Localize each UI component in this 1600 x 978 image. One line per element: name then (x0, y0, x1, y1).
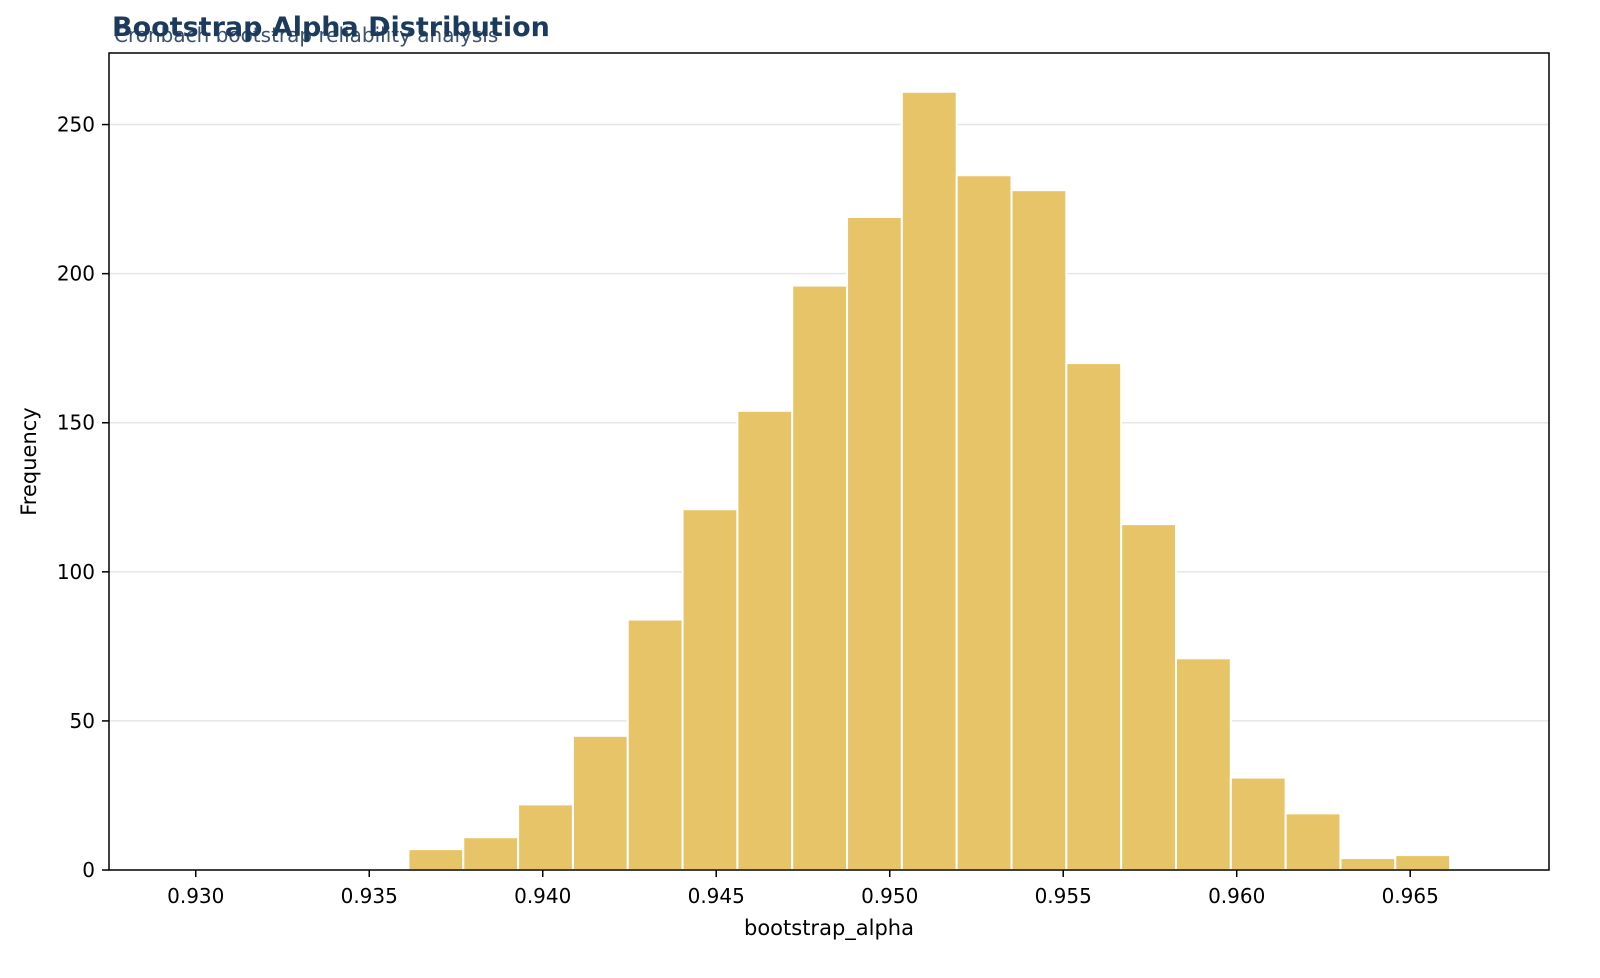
histogram-bar (681, 508, 739, 871)
x-axis: 0.930 0.935 0.940 0.945 0.950 0.955 0.960 0.965 (167, 870, 1439, 908)
x-tick-label: 0.960 (1208, 884, 1265, 908)
plot-frame (108, 52, 1550, 871)
histogram-bar (791, 284, 849, 871)
x-tick-label: 0.940 (514, 884, 571, 908)
histogram-bar (736, 409, 794, 871)
x-tick-label: 0.955 (1035, 884, 1092, 908)
histogram-bar (846, 215, 903, 872)
y-tick-label: 50 (70, 709, 95, 733)
histogram-bar (1065, 362, 1123, 871)
x-tick-label: 0.945 (688, 884, 745, 908)
histogram-bar (1010, 189, 1068, 871)
histogram-bar (1339, 857, 1397, 872)
x-tick-label: 0.965 (1382, 884, 1439, 908)
histogram-bar (1120, 523, 1177, 871)
histogram-bar (1284, 812, 1342, 872)
y-tick-label: 100 (57, 560, 95, 584)
histogram-bar (955, 174, 1013, 871)
histogram-bar (1229, 776, 1287, 871)
y-axis-label: Frequency (17, 407, 41, 516)
histogram-bar (571, 734, 629, 871)
histogram-bar (626, 618, 684, 871)
chart-subtitle: Cronbach bootstrap reliability analysis (114, 23, 499, 47)
x-tick-label: 0.930 (167, 884, 224, 908)
histogram-bar (462, 836, 520, 872)
histogram-bar (1174, 657, 1232, 871)
chart-title: Bootstrap Alpha Distribution (112, 12, 550, 43)
histogram-bar (900, 90, 958, 872)
y-tick-label: 0 (82, 858, 95, 882)
y-tick-label: 150 (57, 411, 95, 435)
x-tick-label: 0.950 (861, 884, 918, 908)
histogram-bars (407, 90, 1452, 872)
y-axis: 0 50 100 150 200 250 (57, 113, 109, 882)
x-tick-label: 0.935 (341, 884, 398, 908)
histogram-bar (407, 848, 465, 872)
histogram-bar (1394, 854, 1452, 872)
histogram-bar (517, 803, 574, 872)
x-axis-label: bootstrap_alpha (744, 916, 914, 941)
y-tick-label: 200 (57, 262, 95, 286)
y-tick-label: 250 (57, 113, 95, 137)
